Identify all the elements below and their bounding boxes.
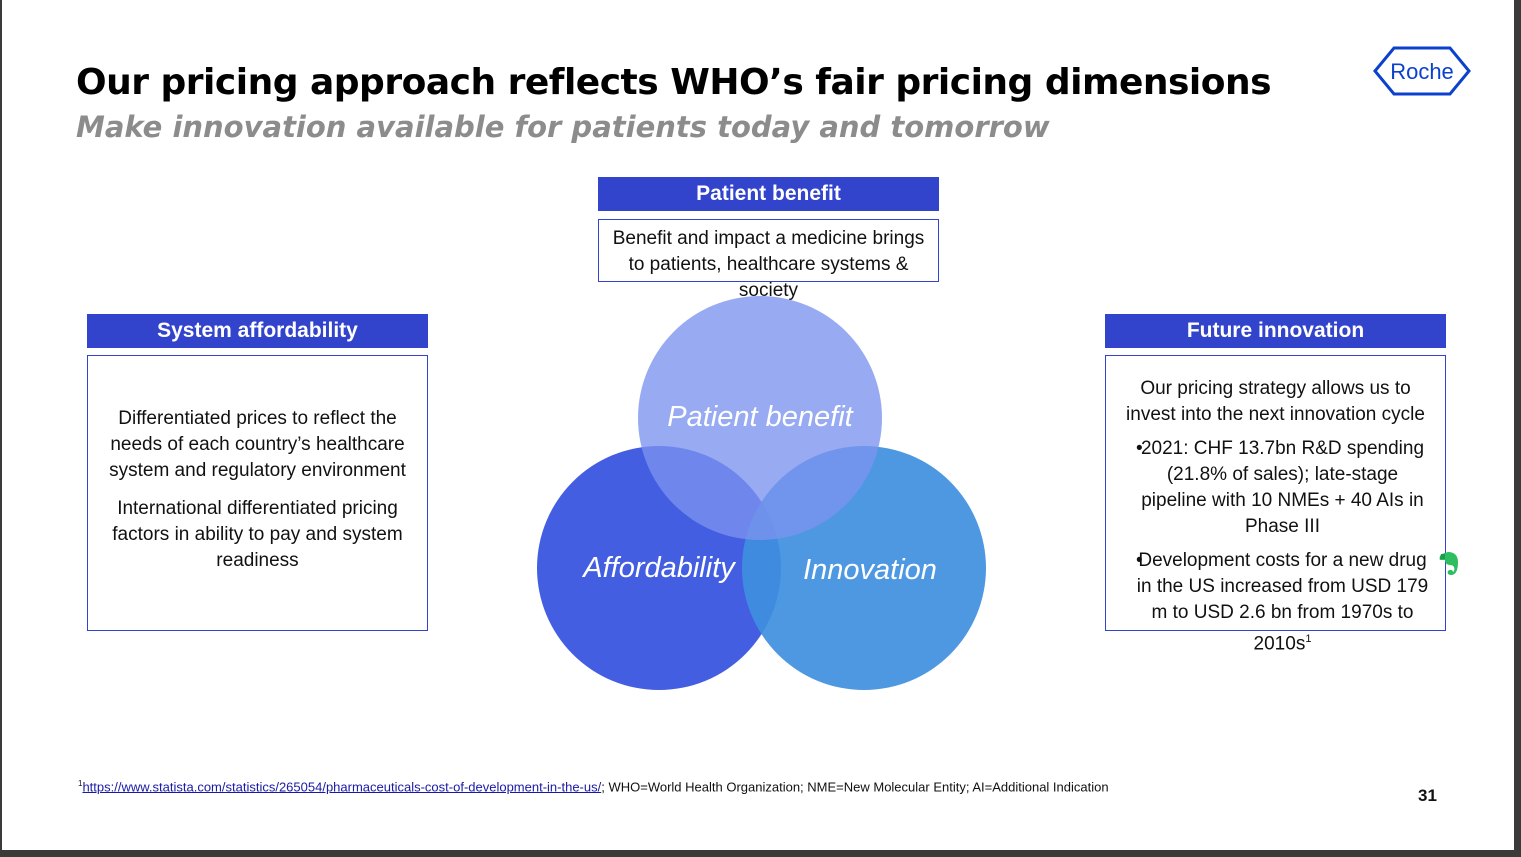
affordability-paragraph-2: International differentiated pricing fac… bbox=[112, 498, 403, 571]
system-affordability-header: System affordability bbox=[87, 314, 428, 348]
footnote-mark: 1 bbox=[78, 779, 83, 788]
system-affordability-box: Differentiated prices to reflect the nee… bbox=[87, 355, 428, 631]
venn-label-patient-benefit: Patient benefit bbox=[667, 401, 854, 433]
affordability-paragraph-1: Differentiated prices to reflect the nee… bbox=[109, 408, 406, 481]
innovation-bullet: Development costs for a new drug in the … bbox=[1122, 548, 1429, 657]
logo-text: Roche bbox=[1390, 59, 1454, 84]
page-title: Our pricing approach reflects WHO’s fair… bbox=[76, 62, 1272, 103]
page-subtitle: Make innovation available for patients t… bbox=[76, 110, 1050, 144]
venn-circle-patient-benefit bbox=[638, 296, 882, 540]
innovation-bullet-list: 2021: CHF 13.7bn R&D spending (21.8% of … bbox=[1122, 436, 1429, 657]
future-innovation-box: Our pricing strategy allows us to invest… bbox=[1105, 355, 1446, 654]
patient-benefit-text: Benefit and impact a medicine brings to … bbox=[612, 228, 925, 301]
footnote-link[interactable]: https://www.statista.com/statistics/2650… bbox=[82, 779, 602, 795]
venn-diagram: Patient benefit Affordability Innovation bbox=[537, 296, 986, 690]
innovation-bullet: 2021: CHF 13.7bn R&D spending (21.8% of … bbox=[1122, 436, 1429, 540]
roche-logo-icon: Roche bbox=[1373, 46, 1471, 96]
page-number: 31 bbox=[1418, 786, 1437, 805]
venn-label-affordability: Affordability bbox=[581, 552, 736, 584]
patient-benefit-box: Benefit and impact a medicine brings to … bbox=[598, 219, 939, 301]
patient-benefit-header: Patient benefit bbox=[598, 177, 939, 211]
evernote-icon[interactable] bbox=[1436, 550, 1462, 578]
future-innovation-header: Future innovation bbox=[1105, 314, 1446, 348]
venn-label-innovation: Innovation bbox=[803, 554, 937, 586]
footnote-text: ; WHO=World Health Organization; NME=New… bbox=[601, 779, 1109, 795]
innovation-intro: Our pricing strategy allows us to invest… bbox=[1126, 378, 1425, 425]
footnote: 1https://www.statista.com/statistics/265… bbox=[78, 779, 1109, 794]
footnote-mark: 1 bbox=[1305, 633, 1312, 645]
